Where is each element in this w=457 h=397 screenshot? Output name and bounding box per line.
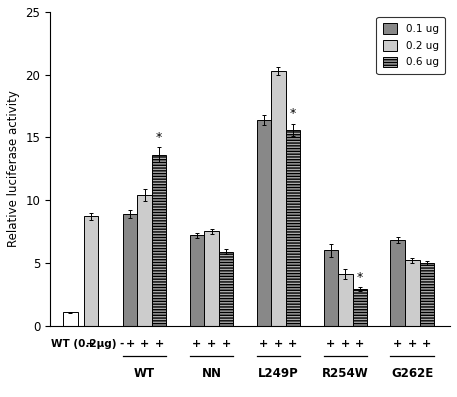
Bar bbox=[390, 240, 405, 326]
Bar bbox=[338, 274, 353, 326]
Bar bbox=[204, 231, 219, 326]
Bar bbox=[353, 289, 367, 326]
Bar bbox=[152, 155, 166, 326]
Text: +: + bbox=[154, 339, 164, 349]
Text: +: + bbox=[259, 339, 269, 349]
Bar bbox=[286, 130, 300, 326]
Text: WT (0.2μg) -: WT (0.2μg) - bbox=[51, 339, 124, 349]
Text: +: + bbox=[222, 339, 231, 349]
Text: +: + bbox=[393, 339, 402, 349]
Text: +: + bbox=[207, 339, 216, 349]
Text: +: + bbox=[86, 339, 96, 349]
Bar bbox=[405, 260, 420, 326]
Text: *: * bbox=[156, 131, 162, 144]
Y-axis label: Relative luciferase activity: Relative luciferase activity bbox=[7, 90, 20, 247]
Text: +: + bbox=[341, 339, 350, 349]
Text: +: + bbox=[422, 339, 431, 349]
Text: +: + bbox=[126, 339, 135, 349]
Text: +: + bbox=[408, 339, 417, 349]
Text: L249P: L249P bbox=[258, 367, 299, 380]
Bar bbox=[324, 250, 338, 326]
Text: *: * bbox=[290, 108, 296, 120]
Bar bbox=[63, 312, 78, 326]
Bar bbox=[123, 214, 138, 326]
Bar bbox=[84, 216, 98, 326]
Text: WT: WT bbox=[134, 367, 155, 380]
Bar bbox=[190, 235, 204, 326]
Text: +: + bbox=[288, 339, 298, 349]
Text: +: + bbox=[140, 339, 149, 349]
Bar bbox=[420, 263, 434, 326]
Text: +: + bbox=[274, 339, 283, 349]
Legend: 0.1 ug, 0.2 ug, 0.6 ug: 0.1 ug, 0.2 ug, 0.6 ug bbox=[377, 17, 445, 74]
Text: G262E: G262E bbox=[391, 367, 433, 380]
Text: +: + bbox=[326, 339, 335, 349]
Text: NN: NN bbox=[202, 367, 222, 380]
Bar bbox=[138, 195, 152, 326]
Bar bbox=[271, 71, 286, 326]
Text: R254W: R254W bbox=[322, 367, 369, 380]
Bar bbox=[257, 120, 271, 326]
Text: +: + bbox=[192, 339, 202, 349]
Bar bbox=[219, 252, 234, 326]
Text: +: + bbox=[355, 339, 365, 349]
Text: *: * bbox=[357, 270, 363, 283]
